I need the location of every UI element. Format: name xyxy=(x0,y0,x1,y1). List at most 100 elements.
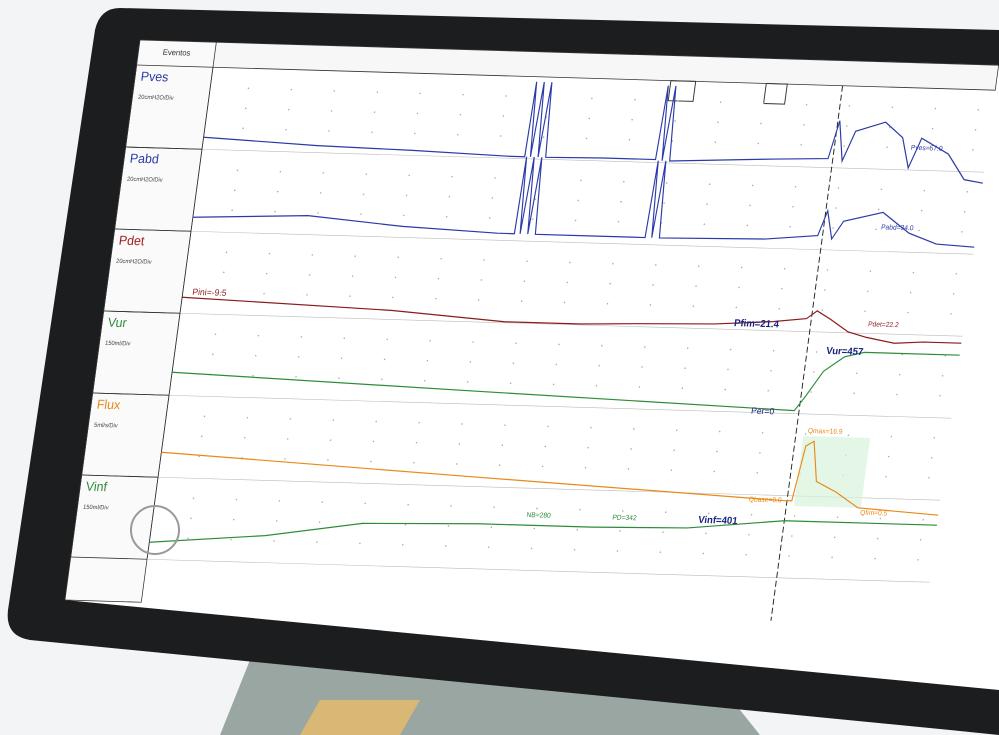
grid-dot xyxy=(788,555,790,557)
grid-dot xyxy=(523,280,526,282)
grid-dot xyxy=(767,389,769,392)
grid-dot xyxy=(265,272,268,275)
grid-dot xyxy=(392,296,394,299)
grid-dot xyxy=(928,476,930,479)
grid-dot xyxy=(214,333,217,336)
grid-dot xyxy=(652,284,654,286)
grid-dot xyxy=(552,383,555,386)
grid-dot xyxy=(415,441,418,444)
grid-dot xyxy=(684,367,686,370)
grid-dot xyxy=(362,193,365,195)
grid-dot xyxy=(810,391,812,393)
grid-dot xyxy=(665,182,668,184)
grid-dot xyxy=(631,118,633,121)
grid-dot xyxy=(287,108,290,111)
grid-dot xyxy=(891,106,894,109)
grid-dot xyxy=(450,505,452,507)
grid-dot xyxy=(676,100,679,102)
grid-dot xyxy=(243,436,246,439)
grid-dot xyxy=(804,433,807,435)
grid-dot xyxy=(469,361,472,363)
grid-dot xyxy=(246,416,249,419)
grid-dot xyxy=(290,88,293,91)
grid-dot xyxy=(912,271,915,274)
grid-dot xyxy=(879,517,882,520)
grid-dot xyxy=(864,310,866,313)
grid-dot xyxy=(198,455,200,458)
grid-dot xyxy=(278,500,281,502)
channel-name: Pves xyxy=(140,68,170,84)
grid-dot xyxy=(376,91,379,93)
grid-dot xyxy=(579,508,581,511)
grid-dot xyxy=(300,336,303,338)
grid-dot xyxy=(714,141,717,144)
grid-dot xyxy=(192,497,195,500)
home-button[interactable] xyxy=(130,505,180,555)
grid-dot xyxy=(896,393,898,396)
grid-dot xyxy=(201,435,203,438)
grid-dot xyxy=(727,368,729,371)
grid-dot xyxy=(929,147,931,150)
grid-dot xyxy=(569,261,571,264)
grid-dot xyxy=(966,190,969,193)
grid-dot xyxy=(794,185,797,188)
grid-dot xyxy=(242,127,244,130)
grid-dot xyxy=(598,364,600,367)
grid-dot xyxy=(394,276,397,279)
grid-dot xyxy=(426,359,429,362)
grid-dot xyxy=(397,256,399,259)
stand-accent xyxy=(300,700,420,735)
grid-dot xyxy=(834,536,836,539)
grid-dot xyxy=(619,530,621,532)
grid-dot xyxy=(555,363,558,366)
grid-dot xyxy=(836,516,839,519)
grid-dot xyxy=(308,274,311,276)
grid-dot xyxy=(483,259,485,261)
grid-dot xyxy=(757,142,760,145)
software-window: Eventos Pves 20cmH2O/Div Pabd 20cmH2O/Div Pd… xyxy=(64,39,999,621)
grid-dot xyxy=(675,429,678,432)
grid-dot xyxy=(371,131,373,133)
grid-dot xyxy=(544,445,547,448)
grid-dot xyxy=(909,291,912,294)
grid-dot xyxy=(595,384,598,387)
grid-dot xyxy=(235,498,238,501)
grid-dot xyxy=(707,512,710,515)
grid-dot xyxy=(887,455,890,458)
channel-scale: 20cmH2O/Div xyxy=(127,177,163,184)
grid-dot xyxy=(738,286,740,289)
grid-dot xyxy=(628,138,631,141)
grid-dot xyxy=(756,471,758,474)
grid-dot xyxy=(866,290,869,293)
grid-dot xyxy=(920,209,923,212)
grid-dot xyxy=(789,225,791,228)
grid-dot xyxy=(502,115,505,117)
flow-region xyxy=(793,435,871,508)
grid-dot xyxy=(257,334,260,337)
grid-dot xyxy=(930,456,933,459)
grid-dot xyxy=(276,190,279,193)
grid-dot xyxy=(440,257,442,260)
pdet-trace xyxy=(182,296,962,344)
grid-dot xyxy=(826,269,829,271)
trace-annotation: Qmax=16.9 xyxy=(807,428,843,436)
grid-dot xyxy=(488,217,491,219)
pves-trace xyxy=(203,81,983,184)
cursor-line xyxy=(770,85,844,621)
grid-dot xyxy=(451,175,453,178)
grid-dot xyxy=(533,527,536,530)
grid-dot xyxy=(649,304,652,306)
channel-name: Vinf xyxy=(85,478,109,494)
grid-dot xyxy=(800,143,802,146)
grid-dot xyxy=(674,120,676,122)
grid-dot xyxy=(837,187,840,189)
grid-dot xyxy=(772,349,775,352)
grid-dot xyxy=(487,546,490,548)
grid-dot xyxy=(673,449,675,452)
event-box xyxy=(763,82,788,105)
grid-dot xyxy=(284,458,286,460)
grid-dot xyxy=(574,219,577,222)
grid-dot xyxy=(848,105,851,107)
grid-dot xyxy=(972,148,974,151)
grid-dot xyxy=(853,392,855,395)
